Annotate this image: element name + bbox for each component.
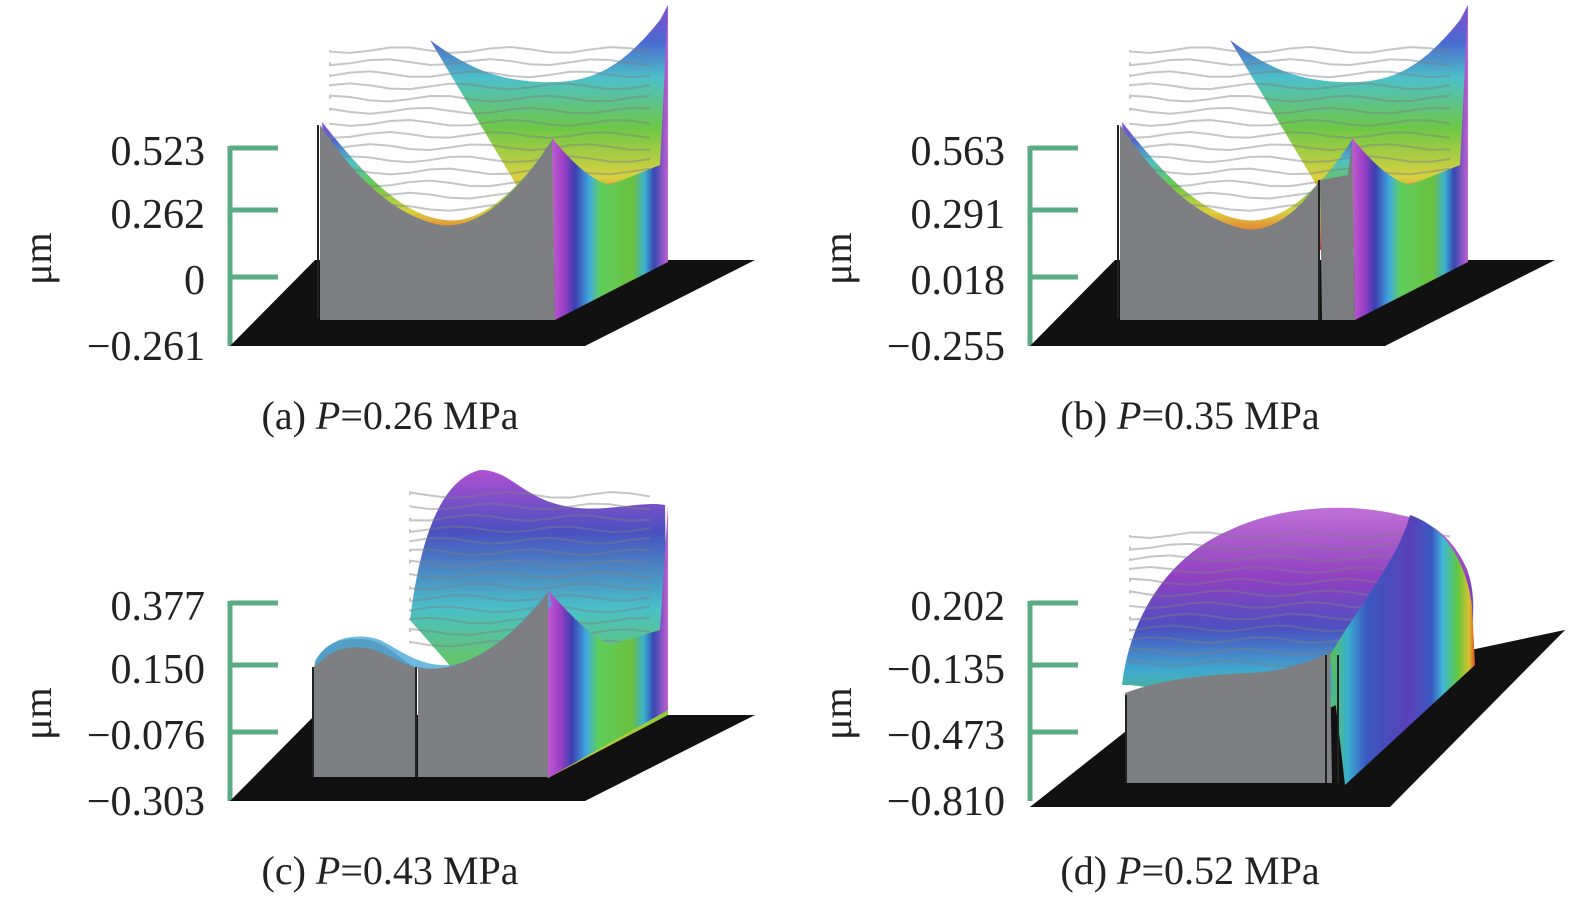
contour-line xyxy=(1129,131,1451,139)
caption-prefix: (d) xyxy=(1060,848,1108,893)
contour-line xyxy=(1129,58,1451,67)
side-band xyxy=(1352,5,1468,320)
z-axis xyxy=(227,600,278,801)
z-axis xyxy=(1027,145,1078,346)
contour-line xyxy=(409,571,651,579)
caption-c: (c) P=0.43 MPa xyxy=(0,847,780,894)
caption-b: (b) P=0.35 MPa xyxy=(800,392,1575,439)
contour-line xyxy=(329,131,651,139)
caption-prefix: (c) xyxy=(261,848,306,893)
contour-line xyxy=(409,616,651,625)
caption-a: (a) P=0.26 MPa xyxy=(0,392,780,439)
contour-line xyxy=(1129,542,1451,551)
caption-value: =0.35 MPa xyxy=(1141,393,1320,438)
contour-line xyxy=(409,605,651,614)
contour-line xyxy=(1129,70,1451,79)
contour-line xyxy=(329,94,651,103)
side-band xyxy=(548,505,668,778)
z-tick-label: −0.810 xyxy=(886,779,1005,825)
z-tick-label: −0.473 xyxy=(886,713,1005,759)
z-tick-label: 0.523 xyxy=(110,129,206,175)
contour-line xyxy=(409,536,651,545)
z-tick-label: −0.255 xyxy=(886,324,1005,370)
front-face-left xyxy=(314,638,415,777)
z-tick-label: 0.202 xyxy=(910,584,1006,630)
surface-plot-d xyxy=(1027,507,1565,807)
surface-plot-a xyxy=(227,5,755,346)
caption-prefix: (a) xyxy=(261,393,306,438)
z-tick-label: −0.135 xyxy=(886,647,1005,693)
caption-prefix: (b) xyxy=(1060,393,1108,438)
z-tick-label: −0.076 xyxy=(86,713,205,759)
contour-line xyxy=(1129,46,1451,54)
front-face xyxy=(1120,125,1320,320)
contour-line xyxy=(329,155,651,164)
z-tick-label: 0.291 xyxy=(910,192,1006,238)
contour-line xyxy=(1129,155,1451,164)
contour-line xyxy=(1129,94,1451,103)
contour-line xyxy=(329,46,651,54)
caption-value: =0.43 MPa xyxy=(340,848,519,893)
z-axis xyxy=(227,145,278,346)
contour-line xyxy=(329,106,651,115)
z-tick-label: 0.150 xyxy=(110,647,206,693)
contour-line xyxy=(1129,82,1451,91)
contour-line xyxy=(329,167,651,176)
contour-line xyxy=(1129,167,1451,176)
surface-plot-b xyxy=(1027,5,1555,346)
contour-line xyxy=(329,58,651,67)
z-tick-label: 0 xyxy=(184,258,205,304)
caption-variable: P xyxy=(315,848,341,893)
z-tick-label: 0.563 xyxy=(910,129,1006,175)
z-tick-label: 0.377 xyxy=(110,584,206,630)
contour-line xyxy=(1129,106,1451,115)
contour-line xyxy=(329,118,651,127)
contour-line xyxy=(409,559,651,568)
contour-line xyxy=(329,143,651,152)
front-face xyxy=(320,125,555,320)
caption-variable: P xyxy=(315,393,341,438)
contour-line xyxy=(409,582,651,591)
panel-a: μm 0.523 0.262 0 −0.261 (a) P=0.26 MPa xyxy=(0,0,780,450)
contour-line xyxy=(1129,531,1451,539)
panel-b: μm 0.563 0.291 0.018 −0.255 (b) P=0.35 M… xyxy=(800,0,1575,450)
contour-line xyxy=(409,593,651,602)
front-face-step xyxy=(1320,140,1355,320)
contour-line xyxy=(409,502,651,511)
contour-line xyxy=(1129,118,1451,127)
z-tick-label: −0.261 xyxy=(86,324,205,370)
contour-line xyxy=(409,525,651,534)
caption-value: =0.26 MPa xyxy=(340,393,519,438)
z-tick-label: 0.262 xyxy=(110,192,206,238)
caption-value: =0.52 MPa xyxy=(1141,848,1320,893)
contour-line xyxy=(329,82,651,91)
panel-d: μm 0.202 −0.135 −0.473 −0.810 (d) P=0.52… xyxy=(800,455,1575,905)
surface-plot-c xyxy=(227,470,755,801)
z-axis xyxy=(1027,600,1078,801)
front-face xyxy=(1125,653,1332,783)
panel-c: μm 0.377 0.150 −0.076 −0.303 (c) P=0.43 … xyxy=(0,455,780,905)
side-band xyxy=(1330,515,1475,785)
contour-line xyxy=(1129,143,1451,152)
contour-line xyxy=(409,491,651,499)
front-face-right xyxy=(418,592,548,777)
caption-variable: P xyxy=(1117,393,1142,438)
caption-variable: P xyxy=(1117,848,1142,893)
z-tick-label: −0.303 xyxy=(86,779,205,825)
side-band xyxy=(552,5,668,320)
contour-line xyxy=(329,70,651,79)
contour-line xyxy=(409,548,651,556)
z-tick-label: 0.018 xyxy=(910,258,1006,304)
caption-d: (d) P=0.52 MPa xyxy=(800,847,1575,894)
contour-line xyxy=(409,513,651,522)
contour-lines xyxy=(1129,46,1451,212)
